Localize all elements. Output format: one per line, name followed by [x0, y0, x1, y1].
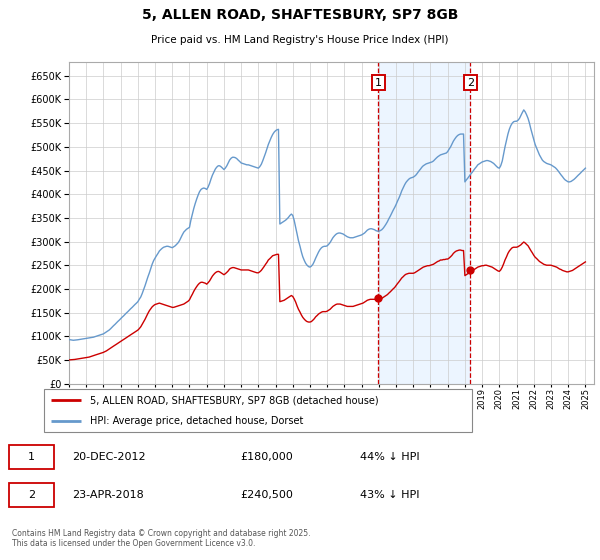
- FancyBboxPatch shape: [44, 389, 472, 432]
- Text: 20-DEC-2012: 20-DEC-2012: [72, 452, 146, 461]
- Text: 1: 1: [375, 77, 382, 87]
- Text: 43% ↓ HPI: 43% ↓ HPI: [360, 490, 419, 500]
- Text: 1: 1: [28, 452, 35, 461]
- Text: 2: 2: [467, 77, 474, 87]
- Text: 5, ALLEN ROAD, SHAFTESBURY, SP7 8GB (detached house): 5, ALLEN ROAD, SHAFTESBURY, SP7 8GB (det…: [89, 395, 378, 405]
- FancyBboxPatch shape: [9, 445, 54, 469]
- Text: 23-APR-2018: 23-APR-2018: [72, 490, 144, 500]
- Text: £240,500: £240,500: [240, 490, 293, 500]
- Text: Price paid vs. HM Land Registry's House Price Index (HPI): Price paid vs. HM Land Registry's House …: [151, 35, 449, 45]
- FancyBboxPatch shape: [9, 483, 54, 507]
- Text: 5, ALLEN ROAD, SHAFTESBURY, SP7 8GB: 5, ALLEN ROAD, SHAFTESBURY, SP7 8GB: [142, 8, 458, 22]
- Text: 2: 2: [28, 490, 35, 500]
- Text: Contains HM Land Registry data © Crown copyright and database right 2025.
This d: Contains HM Land Registry data © Crown c…: [12, 529, 311, 548]
- Text: £180,000: £180,000: [240, 452, 293, 461]
- Text: HPI: Average price, detached house, Dorset: HPI: Average price, detached house, Dors…: [89, 417, 303, 427]
- Text: 44% ↓ HPI: 44% ↓ HPI: [360, 452, 419, 461]
- Bar: [379, 62, 470, 384]
